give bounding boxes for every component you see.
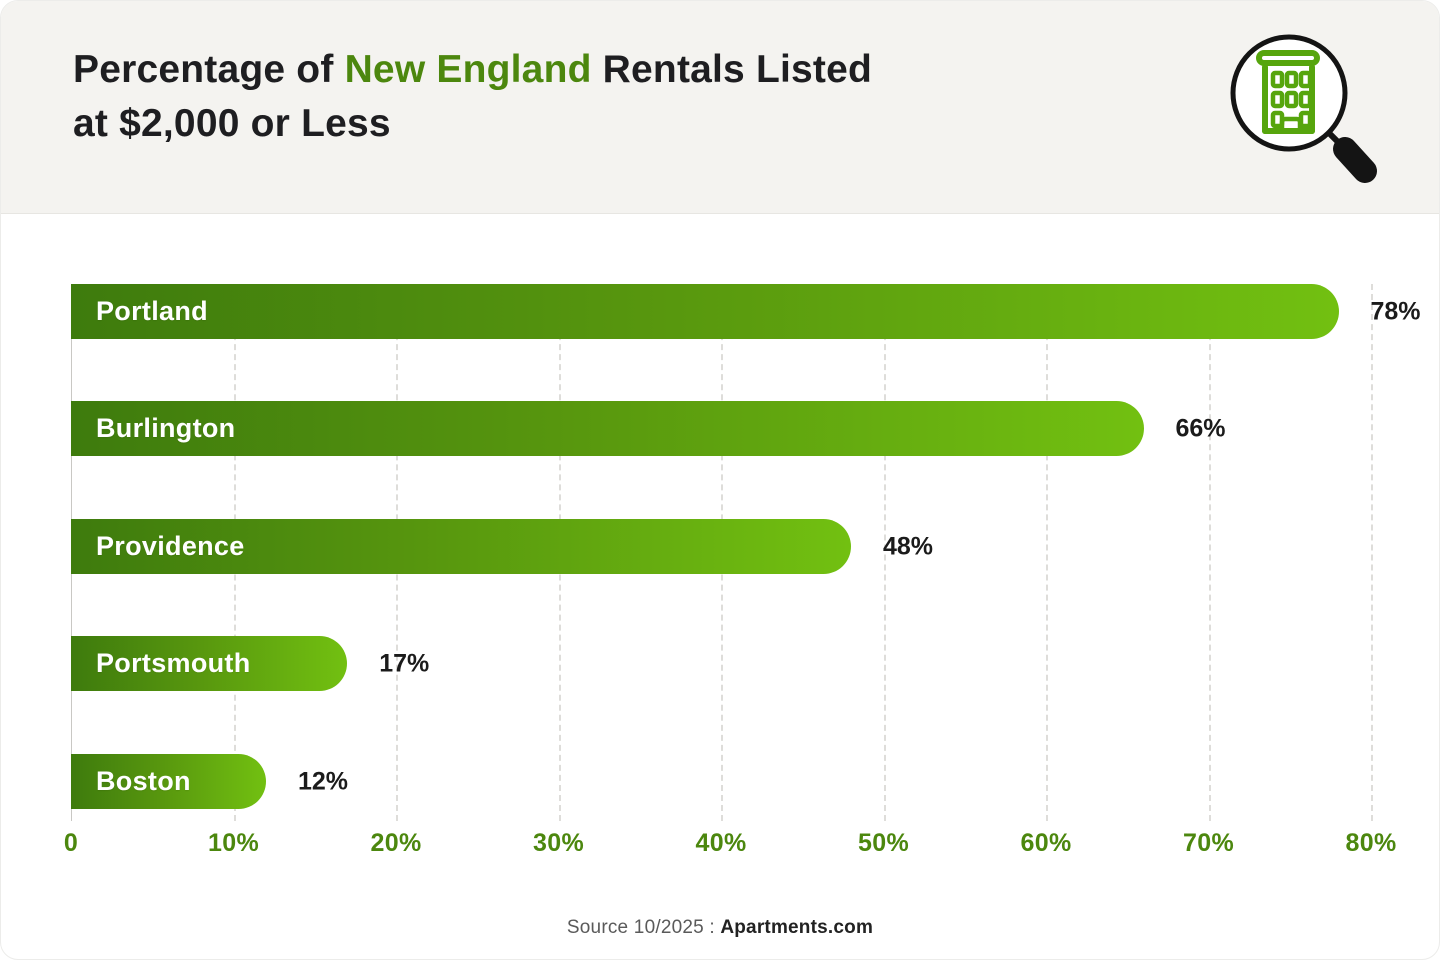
- gridline-50: [883, 284, 886, 821]
- x-tick-70: 70%: [1183, 829, 1234, 857]
- bar-chart-plot: Portland 78% Burlington 66% Providence 4…: [71, 284, 1421, 821]
- bar: Boston: [71, 754, 266, 809]
- bar-category-label: Portsmouth: [96, 648, 251, 678]
- header: Percentage of New England Rentals Listed…: [1, 1, 1439, 214]
- bar-row-portland: Portland 78%: [71, 284, 1421, 339]
- gridline-70: [1208, 284, 1211, 821]
- source-brand: Apartments.com: [720, 917, 874, 938]
- bar: Portsmouth: [71, 636, 348, 691]
- bar-value-label: 66%: [1175, 414, 1226, 442]
- gridline-60: [1046, 284, 1048, 821]
- bar-value-label: 48%: [883, 532, 934, 560]
- title-highlight: New England: [344, 48, 592, 91]
- x-tick-30: 30%: [533, 829, 584, 857]
- bar: Burlington: [71, 401, 1144, 456]
- x-tick-80: 80%: [1345, 829, 1397, 857]
- title-line2: at $2,000 or Less: [73, 102, 391, 145]
- bar-category-label: Burlington: [96, 413, 236, 443]
- magnifier-building-icon: [1230, 34, 1377, 183]
- x-tick-40: 40%: [695, 829, 747, 857]
- source-line: Source 10/2025 : Apartments.com: [1, 917, 1439, 939]
- bar-value-label: 12%: [298, 767, 349, 795]
- bar-row-boston: Boston 12%: [71, 754, 1371, 809]
- title-suffix: Rentals Listed: [591, 48, 873, 91]
- bar-row-providence: Providence 48%: [71, 519, 1371, 574]
- x-tick-10: 10%: [208, 829, 259, 857]
- bar-category-label: Providence: [96, 531, 245, 561]
- x-tick-20: 20%: [370, 829, 422, 857]
- x-tick-50: 50%: [858, 829, 909, 857]
- title-prefix: Percentage of: [73, 48, 345, 91]
- x-tick-0: 0: [63, 829, 79, 857]
- bar-value-label: 78%: [1370, 297, 1421, 325]
- gridline-80: [1371, 284, 1373, 821]
- bar-category-label: Boston: [96, 766, 191, 796]
- page-title: Percentage of New England Rentals Listed…: [73, 43, 872, 151]
- bar-value-label: 17%: [379, 649, 430, 677]
- bar-row-burlington: Burlington 66%: [71, 401, 1371, 456]
- source-label: Source 10/2025 :: [566, 917, 721, 938]
- bar-category-label: Portland: [96, 296, 208, 326]
- bar: Portland: [71, 284, 1339, 339]
- bar-row-portsmouth: Portsmouth 17%: [71, 636, 1371, 691]
- x-tick-60: 60%: [1020, 829, 1072, 857]
- bar: Providence: [71, 519, 851, 574]
